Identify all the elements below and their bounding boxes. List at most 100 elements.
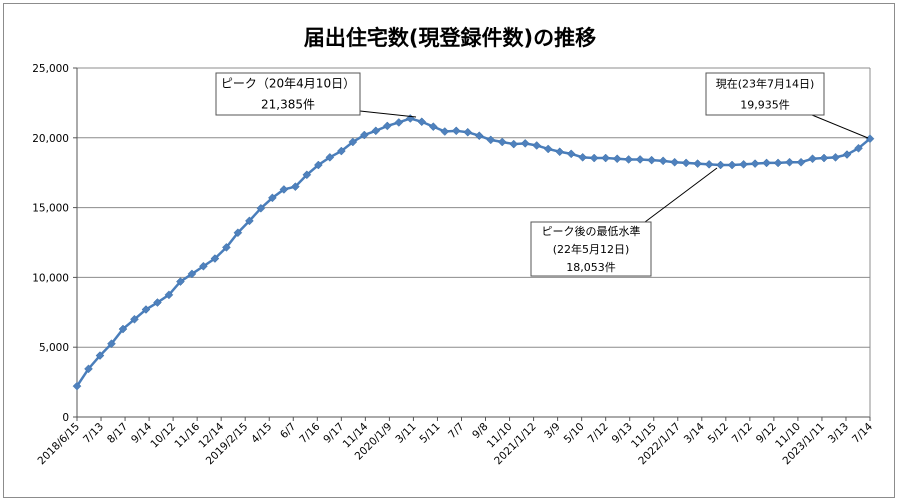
data-point-marker: [245, 216, 254, 226]
callout-label: 19,935件: [740, 99, 790, 112]
x-tick-label: 3/9: [542, 421, 562, 441]
data-point-marker: [302, 170, 312, 180]
data-point-marker: [509, 139, 519, 149]
data-point-marker: [313, 160, 323, 170]
x-tick-label: 5/12: [706, 421, 731, 446]
data-point-marker: [647, 155, 656, 165]
data-point-marker: [359, 130, 369, 140]
data-point-marker: [750, 159, 760, 168]
data-point-marker: [532, 141, 542, 150]
x-tick-label: 3/13: [826, 421, 851, 446]
data-point-marker: [785, 157, 794, 167]
data-point-marker: [543, 144, 553, 154]
y-tick-label: 15,000: [32, 203, 69, 215]
x-tick-label: 11/16: [172, 420, 202, 450]
callout-label: 21,385件: [261, 98, 315, 112]
data-point-marker: [635, 155, 645, 164]
x-tick-label: 8/17: [105, 421, 130, 446]
data-point-marker: [291, 182, 300, 192]
data-point-marker: [578, 152, 588, 162]
data-point-marker: [428, 122, 438, 131]
data-point-marker: [486, 135, 496, 145]
data-point-marker: [842, 150, 852, 159]
y-tick-label: 0: [62, 412, 69, 424]
data-point-marker: [773, 158, 783, 168]
data-point-marker: [130, 314, 139, 324]
y-tick-label: 20,000: [32, 133, 69, 145]
x-tick-label: 7/14: [850, 420, 875, 445]
data-point-marker: [153, 298, 162, 307]
y-axis-ticks: 0 5,000 10,000 15,000 20,000 25,000: [32, 63, 77, 424]
axes: [76, 68, 871, 418]
data-point-marker: [854, 143, 863, 153]
data-point-marker: [727, 160, 737, 170]
data-point-marker: [762, 158, 771, 168]
callout-label: ピーク（20年4月10日）: [221, 77, 355, 91]
data-point-marker: [831, 152, 840, 162]
data-point-marker: [716, 160, 725, 170]
data-point-marker: [497, 137, 507, 147]
x-tick-label: 3/11: [393, 421, 418, 446]
callout-leader-line: [359, 110, 417, 118]
data-point-marker: [808, 154, 817, 164]
x-axis-ticks: 2018/6/157/138/179/1410/1211/1612/142019…: [36, 417, 875, 468]
callout-leader-line: [811, 114, 869, 139]
data-point-marker: [474, 131, 484, 141]
data-point-marker: [233, 228, 243, 238]
x-tick-label: 5/10: [562, 421, 587, 446]
data-point-marker: [176, 277, 185, 286]
y-tick-label: 10,000: [32, 272, 69, 284]
data-point-marker: [440, 127, 450, 136]
x-tick-label: 7/16: [297, 420, 322, 445]
data-point-marker: [199, 261, 208, 271]
series-line: [75, 117, 871, 387]
data-point-marker: [417, 117, 427, 127]
gridlines: [77, 67, 870, 348]
data-point-marker: [107, 339, 116, 349]
x-tick-label: 4/15: [249, 421, 274, 446]
x-tick-label: 7/12: [586, 421, 611, 446]
data-point-marker: [279, 185, 289, 194]
data-point-marker: [624, 155, 634, 164]
x-tick-label: 7/12: [730, 421, 755, 446]
data-point-marker: [589, 153, 599, 163]
data-point-marker: [210, 254, 220, 263]
x-tick-label: 6/7: [278, 421, 298, 441]
y-tick-label: 5,000: [39, 342, 69, 354]
callout-label: ピーク後の最低水準: [542, 224, 641, 238]
data-point-marker: [739, 159, 748, 169]
data-point-marker: [382, 121, 392, 131]
callout-box: [705, 72, 825, 116]
data-point-marker: [325, 152, 335, 162]
x-tick-label: 10/12: [148, 421, 178, 451]
data-point-marker: [348, 137, 358, 147]
data-point-marker: [222, 243, 231, 252]
series-group: [72, 114, 875, 391]
data-point-marker: [268, 193, 277, 203]
x-tick-label: 2018/6/15: [36, 421, 83, 468]
data-point-marker: [394, 118, 404, 127]
data-point-marker: [141, 305, 151, 314]
chart-title: 届出住宅数(現登録件数)の推移: [304, 26, 596, 50]
data-point-marker: [670, 157, 679, 167]
data-point-marker: [371, 126, 381, 136]
x-tick-label: 5/11: [417, 421, 442, 446]
data-point-marker: [704, 159, 714, 169]
callout-leader-line: [644, 167, 718, 223]
x-tick-label: 3/14: [682, 420, 707, 445]
data-point-marker: [95, 351, 105, 360]
data-point-marker: [118, 324, 128, 334]
data-point-marker: [566, 149, 576, 159]
data-point-marker: [84, 364, 93, 374]
data-point-marker: [187, 269, 197, 279]
data-point-marker: [612, 154, 622, 164]
data-point-marker: [451, 126, 461, 136]
data-point-marker: [336, 146, 346, 156]
data-point-marker: [520, 139, 530, 148]
data-point-marker: [601, 153, 611, 163]
callout-label: 現在(23年7月14日): [716, 77, 815, 91]
data-point-marker: [819, 153, 829, 163]
data-point-marker: [256, 203, 266, 213]
